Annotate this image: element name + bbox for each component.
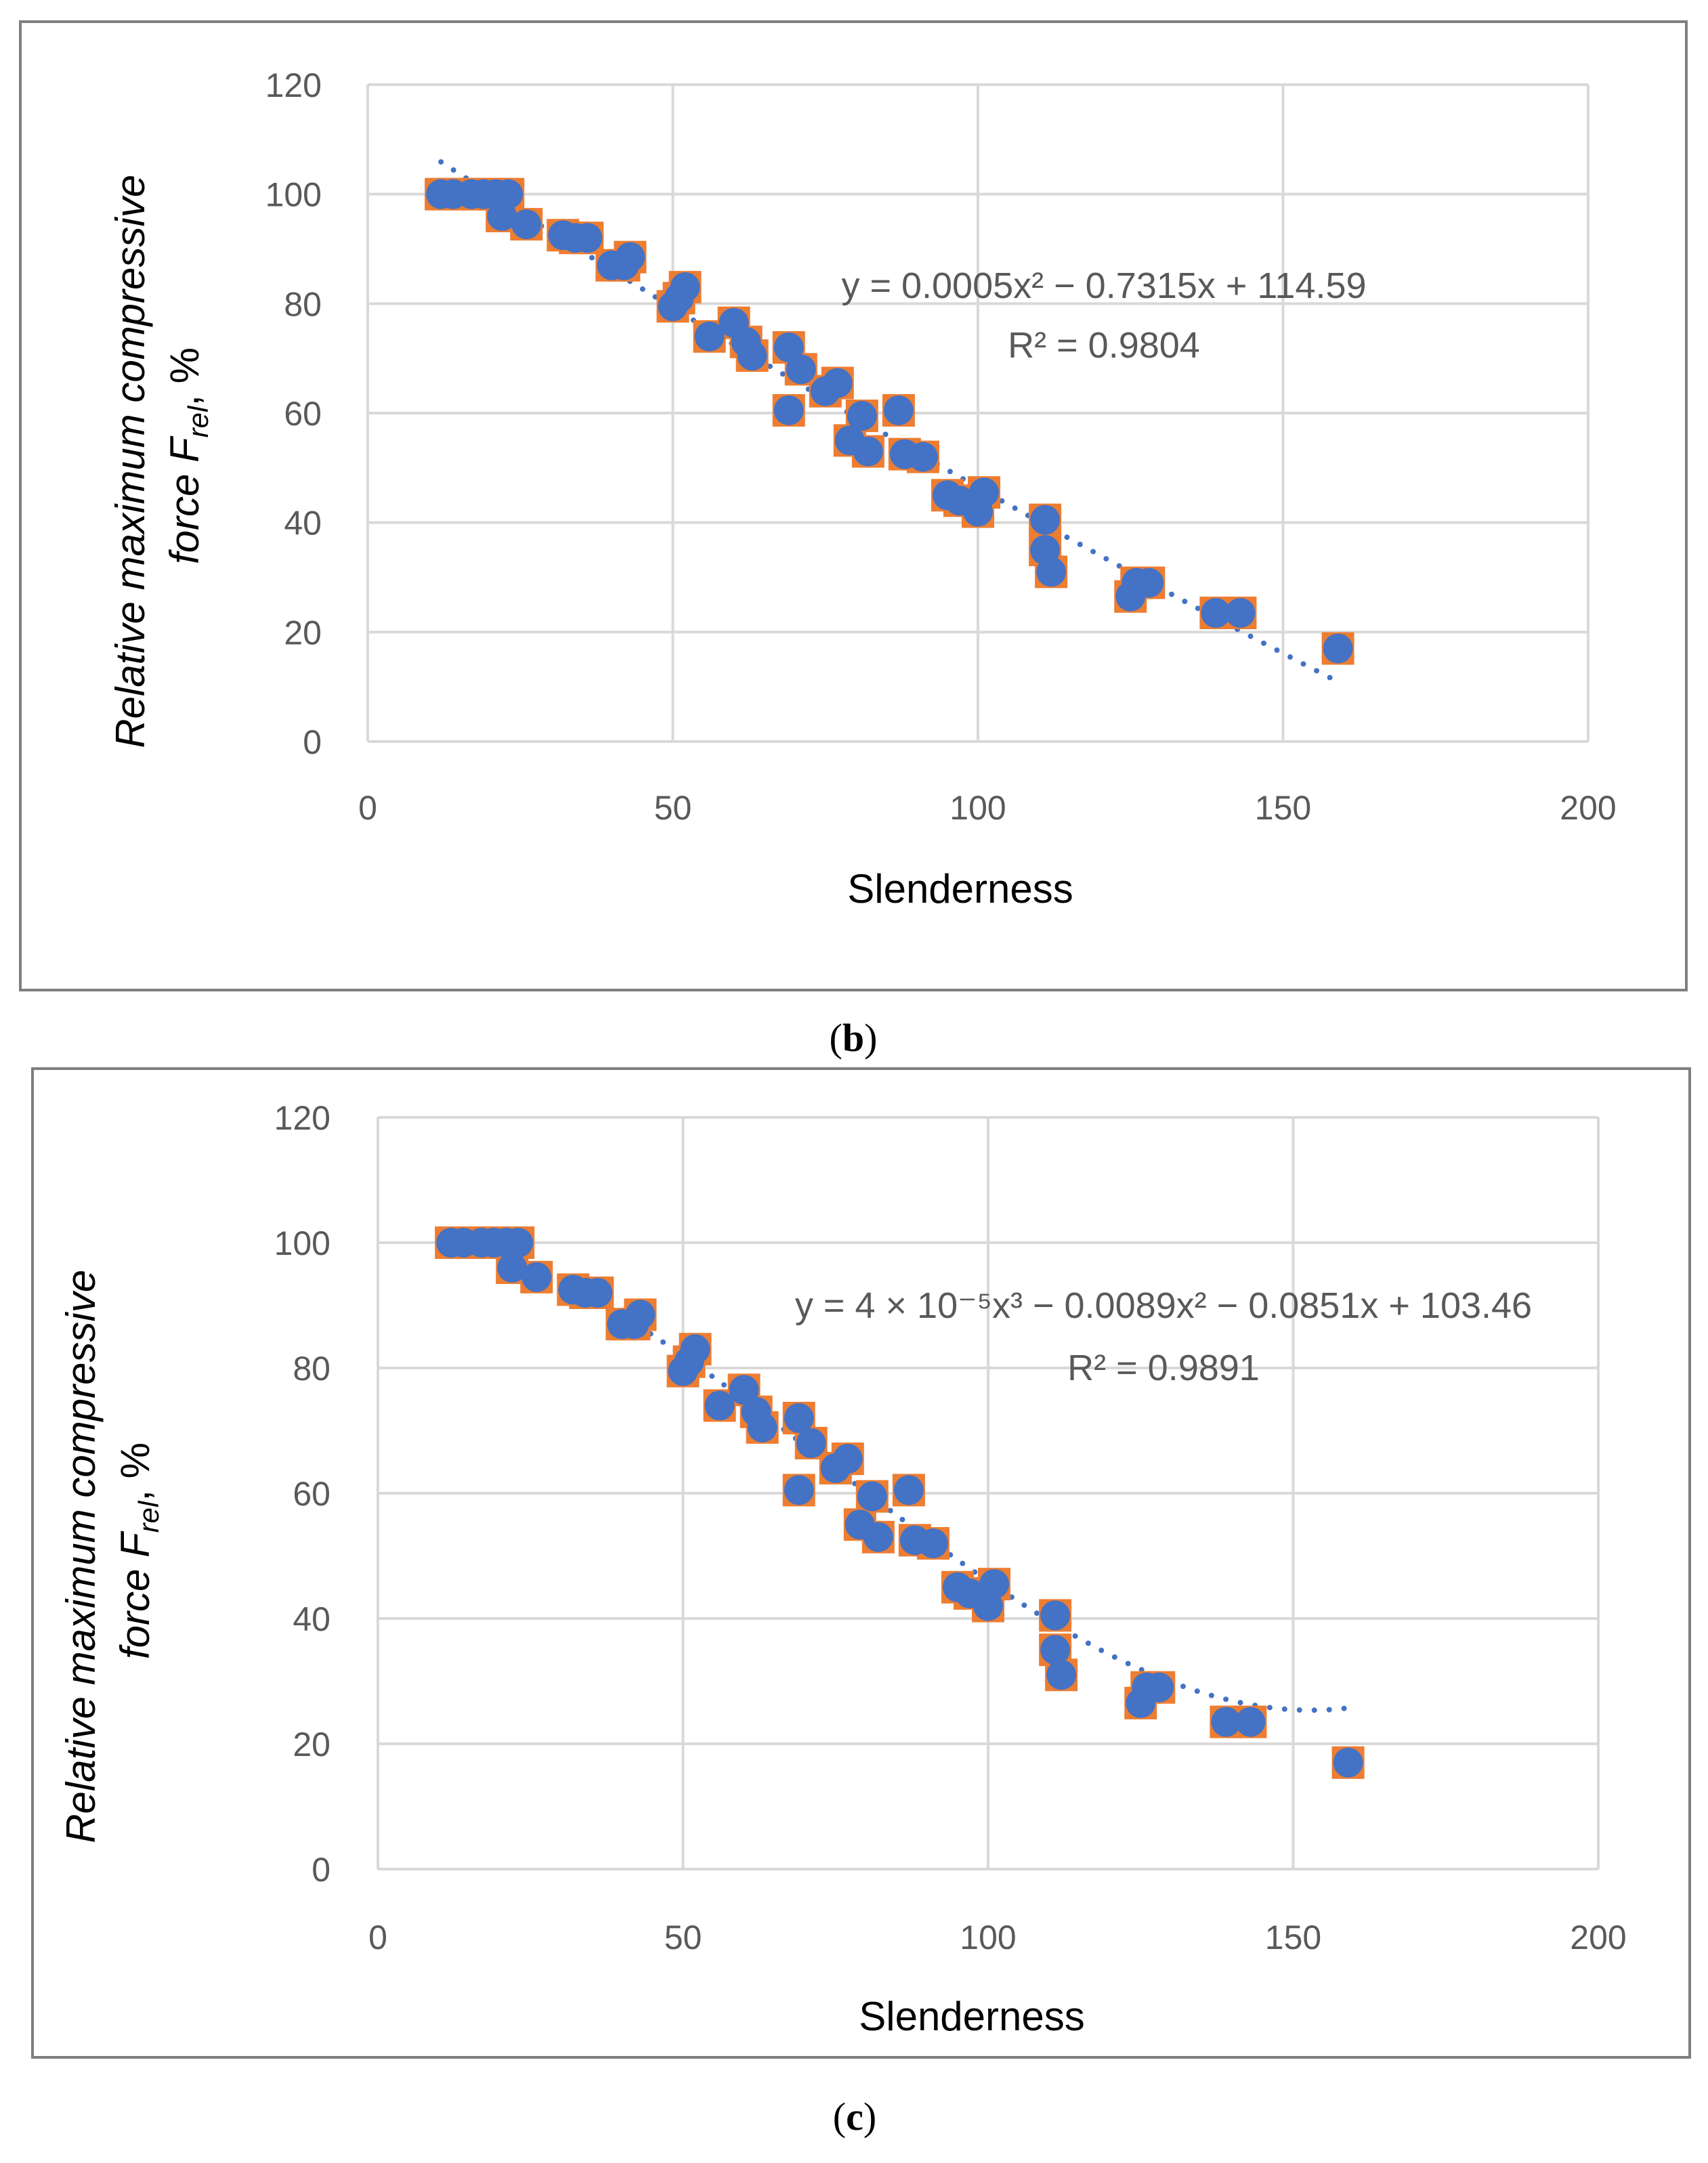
data-point: [1201, 598, 1231, 628]
x-tick-label: 150: [1255, 789, 1311, 827]
x-axis-title: Slenderness: [847, 866, 1073, 912]
x-tick-label: 100: [960, 1919, 1016, 1956]
y-tick-label: 20: [293, 1726, 330, 1763]
data-point: [704, 1390, 735, 1421]
data-point: [822, 368, 853, 398]
y-tick-label: 0: [303, 723, 322, 761]
y-tick-label: 100: [274, 1224, 330, 1262]
data-point: [1040, 1600, 1071, 1631]
y-tick-label: 120: [274, 1099, 330, 1137]
data-point: [729, 1375, 759, 1405]
trendline-equation: y = 4 × 10⁻⁵x³ − 0.0089x² − 0.0851x + 10…: [795, 1285, 1532, 1326]
y-axis-title: Relative maximum compressive force Frel,…: [108, 163, 214, 748]
y-tick-label: 80: [284, 285, 322, 323]
data-point: [1211, 1707, 1241, 1737]
data-point: [1030, 505, 1061, 535]
y-axis-title-line2: force F: [112, 1530, 158, 1659]
y-axis-title-subscript: rel: [182, 405, 214, 437]
data-point: [521, 1262, 552, 1292]
y-axis-title-line2: force F: [162, 435, 207, 564]
trendline-equation: y = 0.0005x² − 0.7315x + 114.59: [841, 265, 1366, 306]
data-point: [572, 223, 603, 253]
data-point: [497, 1253, 528, 1283]
chart-panel-b: 0 20 40 60 80 100 120 0 50 100 150 200 y = 0.0005x…: [19, 20, 1688, 1060]
data-point: [1134, 567, 1164, 598]
data-point: [908, 442, 938, 472]
x-tick-label: 50: [664, 1919, 702, 1956]
data-point: [883, 395, 914, 425]
data-point: [625, 1300, 656, 1330]
y-tick-label: 40: [293, 1600, 330, 1638]
data-point: [863, 1522, 893, 1552]
x-tick-label: 50: [654, 789, 692, 827]
y-tick-label: 0: [312, 1851, 330, 1889]
chart-frame: [19, 20, 1688, 991]
data-point: [773, 333, 804, 362]
data-point: [1333, 1747, 1363, 1778]
data-point: [832, 1444, 863, 1474]
y-tick-label: 100: [265, 176, 322, 214]
y-tick-label: 40: [284, 505, 322, 542]
data-point: [694, 321, 725, 351]
panel-label-c: (c): [833, 2095, 876, 2139]
x-axis-title: Slenderness: [859, 1994, 1085, 2039]
y-tick-label: 20: [284, 614, 322, 651]
x-tick-label: 100: [949, 789, 1006, 827]
data-point: [670, 272, 700, 303]
data-point: [857, 1481, 887, 1512]
data-point: [1323, 633, 1353, 664]
panel-label-b: (b): [830, 1016, 878, 1060]
data-point: [737, 341, 767, 371]
x-tick-label: 200: [1560, 789, 1616, 827]
data-point: [784, 1403, 814, 1433]
x-tick-label: 0: [368, 1919, 387, 1956]
data-point: [1046, 1660, 1077, 1690]
data-point: [784, 1475, 814, 1505]
data-point: [786, 354, 816, 385]
y-axis-title-unit: , %: [112, 1442, 158, 1501]
data-point: [847, 401, 877, 431]
data-point: [1225, 598, 1256, 628]
data-point: [1235, 1707, 1266, 1737]
y-axis-title-unit: , %: [162, 347, 207, 406]
data-point: [582, 1278, 613, 1308]
x-tick-label: 0: [358, 789, 377, 827]
y-axis-title-subscript: rel: [133, 1500, 165, 1533]
y-tick-label: 60: [293, 1475, 330, 1513]
data-point: [893, 1475, 924, 1505]
data-point: [969, 477, 1000, 508]
x-tick-label: 150: [1265, 1919, 1321, 1956]
data-point: [979, 1569, 1010, 1600]
data-point: [1040, 1635, 1071, 1665]
chart-panel-c: 0 20 40 60 80 100 120 0 50 100 150 200 y = 4 × 10⁻…: [31, 1067, 1691, 2139]
chart-frame: [31, 1067, 1691, 2059]
data-point: [853, 436, 883, 467]
data-point: [747, 1412, 777, 1442]
data-point: [796, 1428, 826, 1458]
y-tick-label: 120: [265, 66, 322, 104]
data-point: [615, 242, 645, 272]
data-point: [773, 395, 804, 425]
y-axis-title-line1: Relative maximum compressive: [58, 1270, 104, 1843]
y-tick-label: 80: [293, 1350, 330, 1388]
data-point: [918, 1528, 948, 1558]
trendline-r-squared: R² = 0.9804: [1008, 325, 1200, 366]
data-point: [493, 179, 524, 209]
data-point: [511, 209, 542, 240]
trendline-r-squared: R² = 0.9891: [1067, 1348, 1260, 1388]
trendline: [438, 159, 1341, 685]
data-point: [1036, 557, 1067, 587]
y-tick-label: 60: [284, 395, 322, 433]
data-point: [680, 1334, 710, 1365]
data-point: [1144, 1672, 1174, 1702]
x-tick-label: 200: [1570, 1919, 1626, 1956]
data-point: [503, 1228, 534, 1258]
y-axis-title: Relative maximum compressive force Frel,…: [58, 1258, 165, 1843]
y-axis-title-line1: Relative maximum compressive: [108, 175, 153, 748]
